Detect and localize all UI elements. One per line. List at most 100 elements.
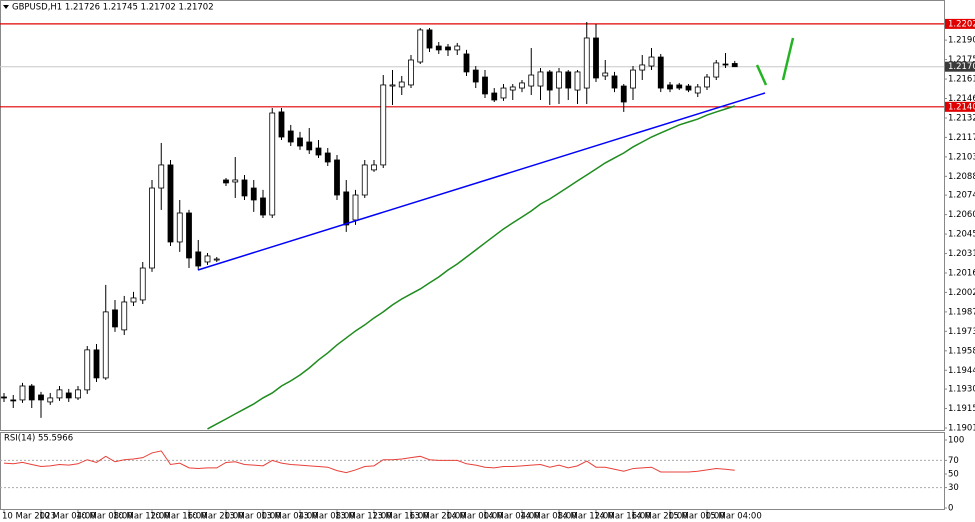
- price-label: 1.22021: [948, 19, 975, 29]
- candle-body: [1, 396, 7, 399]
- y-tick-label: 1.19585: [948, 346, 975, 356]
- candle-body: [213, 258, 220, 261]
- x-tick-label: 14 Mar 16:00: [594, 512, 651, 522]
- candle-body: [223, 179, 229, 184]
- candle-body: [371, 164, 377, 171]
- candle-body: [500, 87, 507, 99]
- y-tick-label: 1.19440: [948, 366, 975, 376]
- candle-body: [639, 64, 646, 71]
- y-tick-label: 1.19730: [948, 327, 975, 337]
- candle-body: [528, 74, 535, 87]
- y-tick-label: 70: [948, 456, 959, 466]
- candle-body: [167, 164, 174, 243]
- x-tick-label: 15 Mar 00:00: [668, 512, 725, 522]
- y-tick-label: 1.21465: [948, 94, 975, 104]
- x-tick-label: 14 Mar 20:00: [631, 512, 688, 522]
- candle-body: [250, 187, 257, 201]
- candle-body: [149, 187, 155, 269]
- candle-body: [676, 84, 683, 89]
- current-price-label: 1.21702: [948, 62, 975, 72]
- candle-body: [324, 152, 331, 163]
- y-tick-label: 50: [948, 470, 959, 480]
- candle-body: [583, 37, 590, 89]
- candle-body: [278, 111, 285, 138]
- candle-body: [519, 82, 525, 89]
- candle-body: [556, 71, 562, 89]
- x-tick-label: 10 Mar 2023: [2, 512, 56, 522]
- candle-body: [657, 56, 664, 89]
- candle-body: [269, 112, 276, 216]
- candle-body: [343, 191, 350, 226]
- x-tick-label: 10 Mar 12:00: [113, 512, 170, 522]
- price-label-box: [945, 18, 975, 29]
- trendline: [197, 92, 766, 271]
- x-tick-label: 10 Mar 16:00: [150, 512, 207, 522]
- drawn-stroke: [755, 64, 768, 86]
- candle-body: [19, 385, 26, 401]
- candle-body: [260, 197, 266, 216]
- menu-triangle: [3, 5, 9, 9]
- y-tick-label: 1.20455: [948, 230, 975, 240]
- candle-body: [648, 56, 655, 67]
- candle-body: [713, 62, 720, 78]
- candle-body: [694, 86, 701, 94]
- candle-body: [130, 297, 137, 303]
- chart-title: GBPUSD,H1 1.21726 1.21745 1.21702 1.2170…: [12, 3, 214, 13]
- candle-body: [297, 137, 303, 147]
- x-tick-label: 10 Mar 08:00: [76, 512, 133, 522]
- candle-body: [704, 76, 710, 88]
- candle-body: [38, 394, 44, 401]
- candle-body: [139, 267, 146, 301]
- candle-body: [352, 194, 359, 221]
- x-tick-label: 13 Mar 08:00: [298, 512, 355, 522]
- y-tick-label: 1.21175: [948, 133, 975, 143]
- candle-body: [491, 92, 498, 101]
- candle-body: [65, 392, 72, 399]
- candle-body: [482, 76, 488, 95]
- candle-body: [398, 81, 405, 88]
- x-tick-label: 15 Mar 04:00: [705, 512, 762, 522]
- candle-body: [186, 212, 192, 259]
- candle-body: [408, 59, 414, 86]
- y-tick-label: 0: [948, 504, 953, 514]
- candle-body: [722, 63, 729, 66]
- y-tick-label: 1.21900: [948, 36, 975, 46]
- x-tick-label: 13 Mar 12:00: [335, 512, 392, 522]
- candle-body: [445, 46, 451, 51]
- candle-body: [454, 45, 461, 51]
- candle-body: [611, 75, 618, 89]
- candle-body: [195, 251, 202, 267]
- candle-body: [565, 71, 572, 89]
- candle-body: [56, 389, 63, 399]
- x-tick-label: 13 Mar 00:00: [224, 512, 281, 522]
- candle-body: [667, 84, 673, 90]
- x-tick-label: 14 Mar 00:00: [446, 512, 503, 522]
- candle-body: [602, 72, 609, 77]
- candle-body: [176, 212, 183, 243]
- candle-body: [463, 53, 470, 73]
- candle-body: [417, 29, 424, 63]
- candle-body: [47, 397, 54, 403]
- candle-body: [509, 86, 516, 91]
- price-label: 1.21403: [948, 102, 975, 112]
- y-tick-label: 1.20745: [948, 191, 975, 201]
- y-tick-label: 1.20165: [948, 268, 975, 278]
- moving-average: [207, 105, 735, 430]
- y-tick-label: 1.21755: [948, 55, 975, 65]
- candle-body: [315, 147, 322, 156]
- candle-body: [75, 389, 81, 399]
- candle-body: [630, 69, 636, 89]
- rsi-panel-frame: [0, 432, 945, 510]
- y-tick-label: 1.20020: [948, 288, 975, 298]
- y-tick-label: 1.21320: [948, 113, 975, 123]
- x-tick-label: 13 Mar 04:00: [261, 512, 318, 522]
- candle-body: [84, 349, 91, 391]
- candle-body: [306, 141, 313, 151]
- y-tick-label: 1.19155: [948, 404, 975, 414]
- candle-body: [546, 71, 553, 91]
- x-tick-label: 14 Mar 08:00: [520, 512, 577, 522]
- candle-body: [620, 85, 627, 103]
- candle-body: [731, 63, 738, 68]
- candle-body: [158, 164, 165, 189]
